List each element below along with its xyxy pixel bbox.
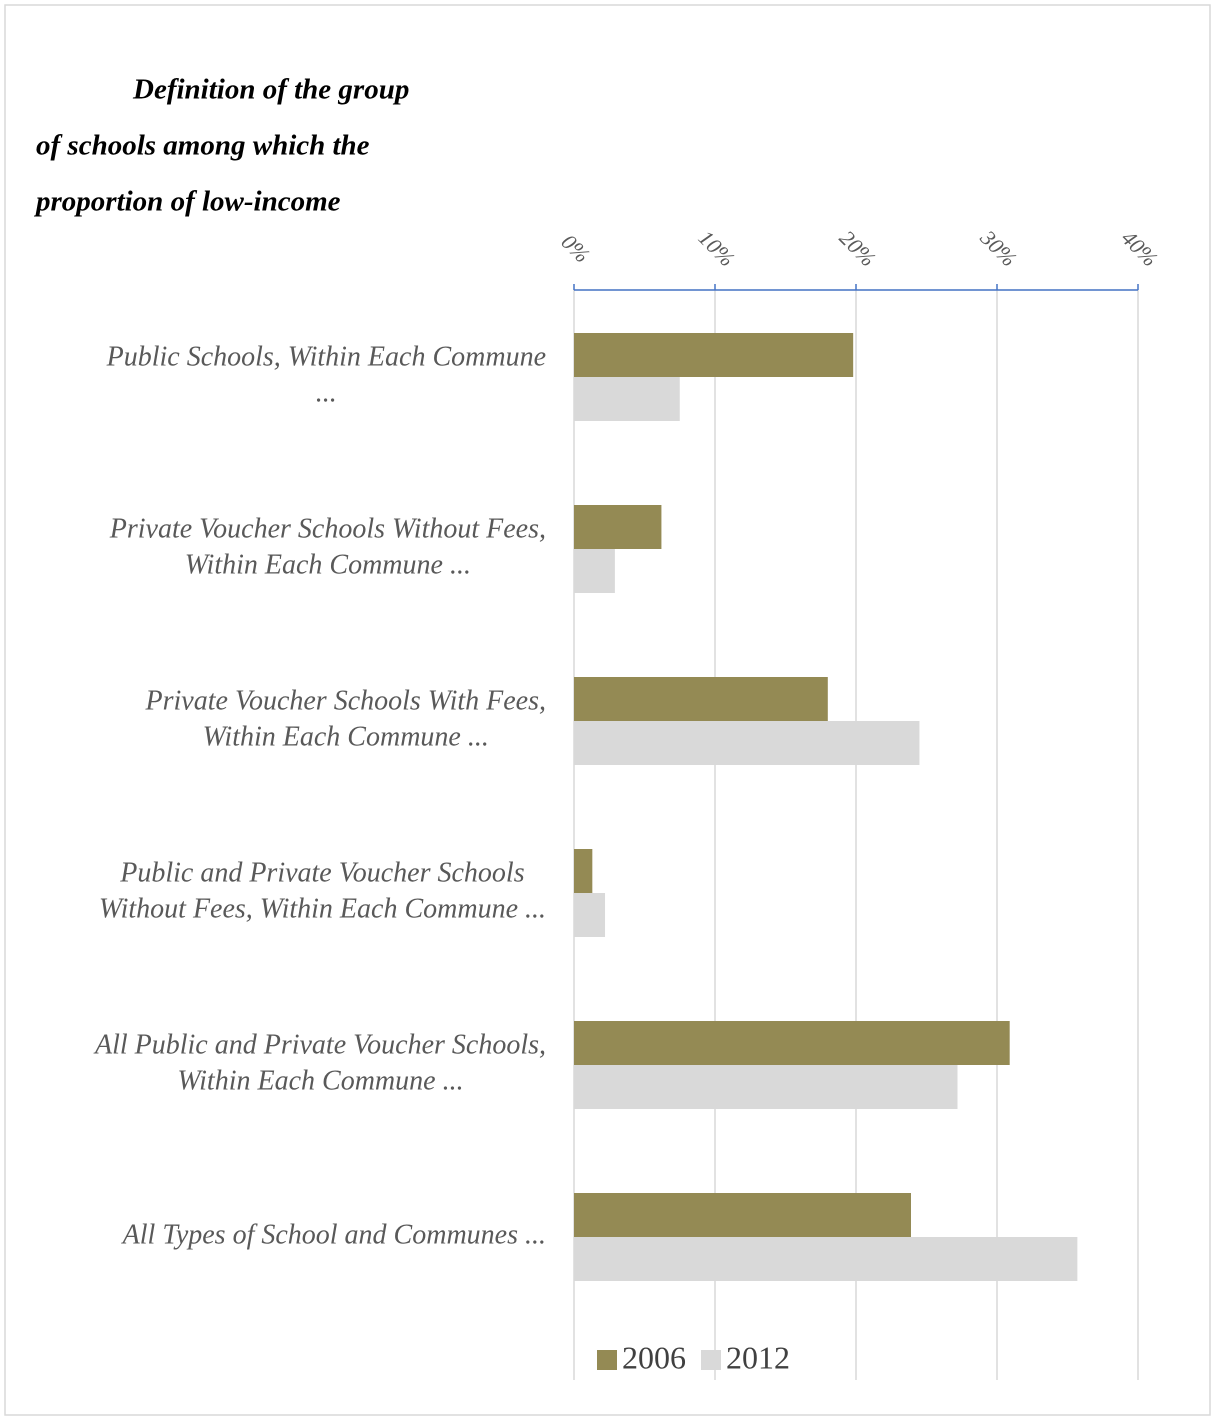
chart-title: of schools among which the bbox=[36, 130, 370, 162]
bar bbox=[574, 677, 828, 721]
y-tick-label: ... bbox=[316, 377, 337, 408]
legend-swatch bbox=[701, 1350, 721, 1370]
legend-swatch bbox=[597, 1350, 617, 1370]
legend-label: 2006 bbox=[622, 1339, 686, 1375]
bar bbox=[574, 377, 680, 421]
y-tick-label: All Public and Private Voucher Schools, bbox=[93, 1029, 546, 1060]
bar bbox=[574, 893, 606, 937]
bar bbox=[574, 721, 920, 765]
bar bbox=[574, 333, 854, 377]
bar bbox=[574, 849, 593, 893]
legend-label: 2012 bbox=[726, 1339, 790, 1375]
bar bbox=[574, 1065, 958, 1109]
y-tick-label: Without Fees, Within Each Commune ... bbox=[99, 893, 546, 924]
bar bbox=[574, 549, 615, 593]
y-tick-label: Public and Private Voucher Schools bbox=[119, 857, 524, 888]
y-tick-label: Within Each Commune ... bbox=[203, 721, 489, 752]
bar bbox=[574, 1193, 911, 1237]
y-tick-label: Within Each Commune ... bbox=[185, 549, 471, 580]
bar bbox=[574, 1237, 1078, 1281]
y-tick-label: Private Voucher Schools Without Fees, bbox=[109, 513, 546, 544]
y-tick-label: Within Each Commune ... bbox=[177, 1065, 463, 1096]
y-tick-label: Private Voucher Schools With Fees, bbox=[145, 685, 546, 716]
chart-title: Definition of the group bbox=[132, 74, 409, 106]
y-tick-label: All Types of School and Communes ... bbox=[121, 1219, 546, 1250]
chart-title: proportion of low-income bbox=[33, 186, 341, 218]
bar bbox=[574, 1021, 1010, 1065]
bar bbox=[574, 505, 662, 549]
y-tick-label: Public Schools, Within Each Commune bbox=[106, 341, 546, 372]
